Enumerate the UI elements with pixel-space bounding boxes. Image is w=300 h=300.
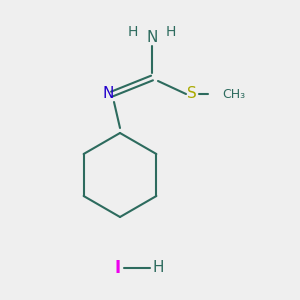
Text: N: N bbox=[146, 31, 158, 46]
Text: I: I bbox=[115, 259, 121, 277]
Text: S: S bbox=[187, 86, 197, 101]
Text: H: H bbox=[166, 25, 176, 39]
Text: N: N bbox=[102, 86, 114, 101]
Text: H: H bbox=[152, 260, 164, 275]
Text: H: H bbox=[128, 25, 138, 39]
Text: CH₃: CH₃ bbox=[222, 88, 245, 100]
